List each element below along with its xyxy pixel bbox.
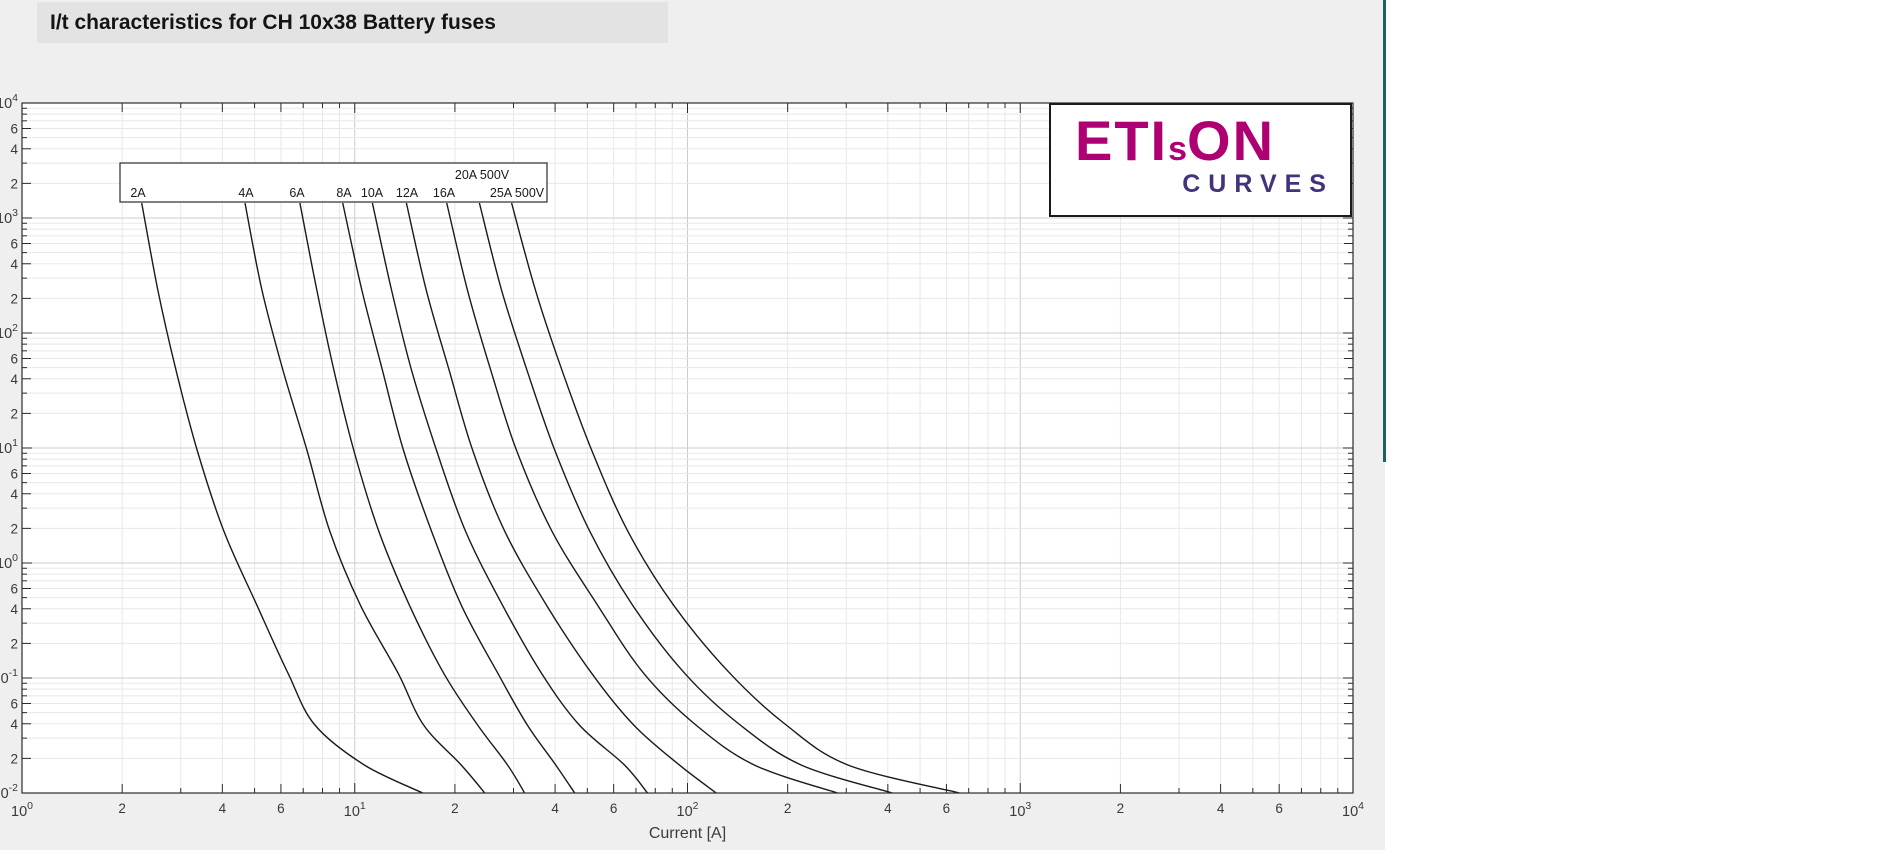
x-tick-label: 6 (277, 801, 285, 816)
legend-label: 4A (238, 186, 254, 200)
y-tick-label: 4 (10, 717, 18, 732)
y-tick-label: 104 (0, 92, 18, 112)
y-tick-label: 2 (10, 406, 18, 421)
y-tick-label: 6 (10, 352, 18, 367)
curve-6A (299, 202, 526, 794)
x-tick-label: 4 (219, 801, 227, 816)
x-tick-label: 4 (551, 801, 559, 816)
eti-logo-wordmark: ETIsON (1051, 112, 1350, 178)
y-tick-label: 2 (10, 291, 18, 306)
legend-label: 6A (289, 186, 305, 200)
y-tick-label: 6 (10, 237, 18, 252)
legend-label: 16A (433, 186, 456, 200)
legend-label: 2A (130, 186, 146, 200)
x-tick-label: 101 (344, 800, 366, 820)
fuse-curves (141, 202, 960, 794)
x-tick-label: 100 (11, 800, 33, 820)
y-tick-label: 103 (0, 207, 18, 227)
y-tick-label: 100 (0, 552, 18, 572)
y-tick-label: 6 (10, 467, 18, 482)
x-tick-label: 6 (1275, 801, 1283, 816)
legend-label: 25A 500V (490, 186, 545, 200)
curve-16A (446, 202, 838, 794)
x-axis-labels: 100 2 4 6 101 2 4 6 102 2 4 6 103 2 4 6 104 (11, 800, 1364, 820)
x-tick-label: 2 (451, 801, 459, 816)
y-tick-label: 4 (10, 372, 18, 387)
x-tick-label: 4 (884, 801, 892, 816)
x-axis-title: Current [A] (649, 825, 726, 842)
y-tick-label: 6 (10, 697, 18, 712)
curve-25A (510, 202, 960, 794)
plot-border (21, 102, 1354, 794)
x-tick-label: 4 (1217, 801, 1225, 816)
y-tick-label: 6 (10, 582, 18, 597)
eti-logo-box: ETIsON CURVES (1049, 103, 1352, 217)
y-tick-label: 6 (10, 122, 18, 137)
legend-label: 8A (336, 186, 352, 200)
curve-8A (342, 202, 576, 794)
legend-label: 10A (361, 186, 384, 200)
legend-label: 12A (396, 186, 419, 200)
x-tick-label: 2 (118, 801, 126, 816)
y-tick-label: 102 (0, 322, 18, 342)
curve-20A (478, 202, 893, 794)
y-tick-label: 10-1 (0, 667, 18, 687)
y-tick-label: 2 (10, 176, 18, 191)
x-tick-label: 6 (943, 801, 951, 816)
legend-label: 20A 500V (455, 168, 510, 182)
x-tick-label: 103 (1009, 800, 1031, 820)
y-tick-label: 2 (10, 636, 18, 651)
logo-text-on: ON (1187, 109, 1276, 172)
x-tick-label: 102 (677, 800, 699, 820)
y-tick-label: 4 (10, 487, 18, 502)
x-tick-label: 6 (610, 801, 618, 816)
grid (21, 102, 1354, 794)
logo-text-s: s (1168, 130, 1188, 168)
title-bar: I/t characteristics for CH 10x38 Battery… (37, 2, 668, 43)
y-tick-label: 4 (10, 602, 18, 617)
legend-box (119, 162, 548, 203)
legend-labels: 2A 4A 6A 8A 10A 12A 16A 20A 500V 25A 500V (130, 168, 544, 200)
y-tick-label: 2 (10, 521, 18, 536)
it-characteristics-chart: 100 2 4 6 101 2 4 6 102 2 4 6 103 2 4 6 1041046421036421… (0, 92, 1364, 842)
y-tick-label: 10-2 (0, 782, 18, 802)
page-title: I/t characteristics for CH 10x38 Battery… (50, 11, 496, 34)
y-tick-label: 2 (10, 751, 18, 766)
y-tick-label: 4 (10, 257, 18, 272)
curve-2A (141, 202, 424, 794)
logo-text-eti: ETI (1075, 109, 1169, 172)
curve-4A (244, 202, 486, 794)
curve-10A (371, 202, 649, 794)
logo-text-curves: CURVES (1182, 170, 1334, 198)
y-axis-labels: 104 6 4 2 103 6 4 2 102 6 4 2 101 6 4 2 100 6 4 2 10-1 6 4 2 10-… (0, 92, 18, 802)
y-tick-label: 4 (10, 142, 18, 157)
x-tick-label: 2 (784, 801, 792, 816)
green-divider-line (1383, 0, 1386, 462)
x-tick-label: 104 (1342, 800, 1364, 820)
y-tick-label: 101 (0, 437, 18, 457)
x-tick-label: 2 (1117, 801, 1125, 816)
curve-12A (405, 202, 717, 794)
